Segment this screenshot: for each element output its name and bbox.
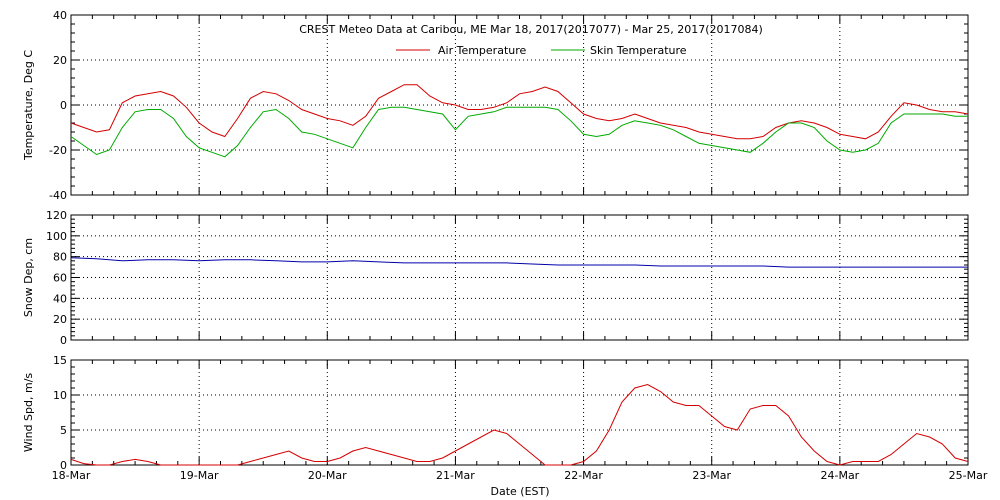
- legend-air-temperature: Air Temperature: [438, 44, 527, 57]
- y-axis-label: Temperature, Deg C: [22, 50, 35, 161]
- x-tick-label: 22-Mar: [564, 469, 603, 482]
- x-tick-label: 18-Mar: [52, 469, 91, 482]
- panel-0: -40 -20 0 20 40 Temperature, Deg C: [22, 9, 969, 202]
- y-tick-label: 120: [46, 209, 67, 222]
- y-tick-label: -20: [49, 144, 67, 157]
- y-tick-label: 10: [53, 389, 67, 402]
- y-tick-label: 60: [53, 272, 67, 285]
- y-tick-label: 0: [60, 334, 67, 347]
- series-line-2-0: [70, 383, 969, 466]
- y-tick-label: 5: [60, 424, 67, 437]
- y-tick-label: 100: [46, 230, 67, 243]
- y-axis-label: Wind Spd, m/s: [22, 373, 35, 453]
- series-line-0-1: [70, 106, 968, 158]
- legend: Air Temperature Skin Temperature: [396, 44, 687, 57]
- y-tick-label: 0: [60, 459, 67, 472]
- panel-2: 0 5 10 15 Wind Spd, m/s: [22, 354, 969, 472]
- panel-1: 0 20 40 60 80 100 120 Snow Dep, cm: [22, 209, 969, 347]
- y-tick-label: 20: [53, 54, 67, 67]
- y-tick-label: 20: [53, 313, 67, 326]
- x-tick-label: 20-Mar: [308, 469, 347, 482]
- y-tick-label: 40: [53, 292, 67, 305]
- y-axis-label: Snow Dep, cm: [22, 238, 35, 317]
- x-tick-label: 25-Mar: [949, 469, 988, 482]
- x-axis-label: Date (EST): [490, 485, 549, 498]
- legend-skin-temperature: Skin Temperature: [590, 44, 687, 57]
- series-line-1-0: [70, 257, 968, 268]
- y-tick-label: 40: [53, 9, 67, 22]
- y-tick-label: 80: [53, 251, 67, 264]
- x-tick-label: 23-Mar: [692, 469, 731, 482]
- series-line-0-0: [70, 84, 969, 140]
- x-tick-label: 21-Mar: [436, 469, 475, 482]
- x-tick-label: 24-Mar: [820, 469, 859, 482]
- y-tick-label: 0: [60, 99, 67, 112]
- x-tick-label: 19-Mar: [180, 469, 219, 482]
- panel-frame: [70, 359, 969, 466]
- y-tick-label: 15: [53, 354, 67, 367]
- chart-panels: -40 -20 0 20 40 Temperature, Deg C 0 20 40 60 80 10…: [22, 9, 988, 482]
- chart-title: CREST Meteo Data at Caribou, ME Mar 18, …: [299, 23, 763, 36]
- y-tick-label: -40: [49, 189, 67, 202]
